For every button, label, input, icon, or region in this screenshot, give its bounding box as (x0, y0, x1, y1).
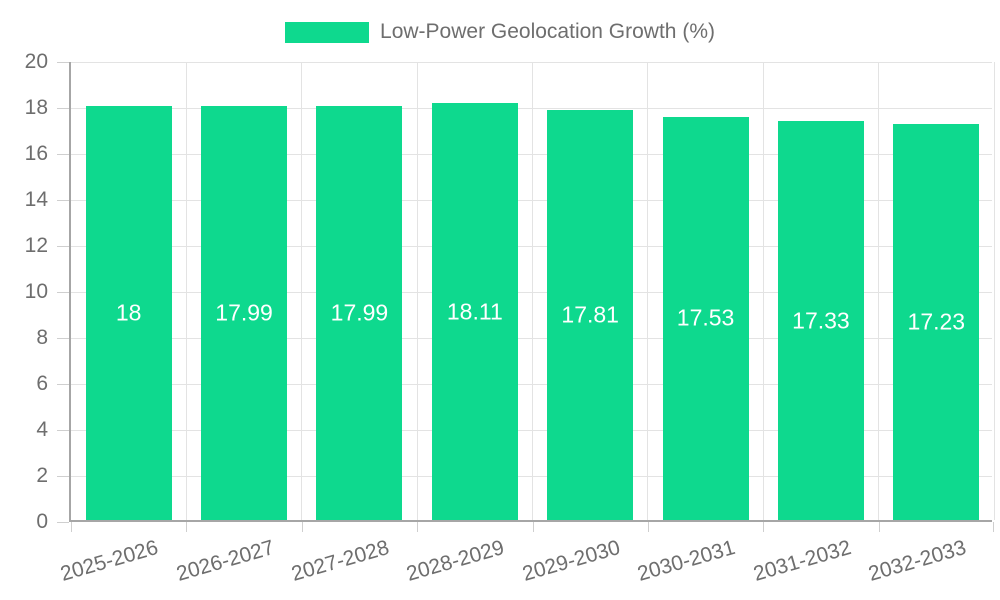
bar-value-label: 17.23 (907, 308, 966, 335)
x-tick (417, 522, 419, 532)
y-tick (57, 429, 69, 431)
bar-value-label: 17.81 (561, 301, 619, 328)
h-gridline (71, 61, 992, 63)
y-tick-label: 10 (24, 280, 48, 303)
x-tick (301, 522, 303, 532)
legend-swatch (285, 21, 370, 43)
y-tick-label: 8 (36, 326, 48, 349)
x-tick (186, 522, 188, 532)
x-tick (878, 522, 880, 532)
bar-2026-2027[interactable]: 17.99 (201, 106, 288, 520)
y-tick-label: 6 (36, 372, 48, 395)
h-gridline (71, 383, 992, 385)
y-tick-label: 20 (24, 50, 48, 73)
y-tick (57, 199, 69, 201)
bar-value-label: 17.99 (215, 299, 273, 326)
y-tick (57, 153, 69, 155)
bar-2025-2026[interactable]: 18 (85, 106, 172, 520)
legend-label: Low-Power Geolocation Growth (%) (380, 20, 715, 43)
y-axis-labels: 0 2 4 6 8 10 12 14 16 18 20 (0, 50, 48, 533)
v-gridline (416, 62, 418, 520)
y-tick (57, 337, 69, 339)
x-tick-label: 2032-2033 (865, 536, 969, 586)
v-gridline (647, 62, 649, 520)
x-tick-label: 2025-2026 (58, 536, 162, 586)
h-gridline (71, 199, 992, 201)
x-tick-label: 2030-2031 (635, 536, 738, 586)
x-tick (647, 522, 649, 532)
x-tick (993, 522, 994, 532)
h-gridline (71, 245, 992, 247)
x-tick-label: 2029-2030 (519, 536, 623, 586)
x-tick-label: 2028-2029 (404, 536, 508, 586)
x-tick (532, 522, 534, 532)
h-gridline (71, 291, 992, 293)
legend[interactable]: Low-Power Geolocation Growth (%) (0, 18, 1000, 46)
y-tick (57, 521, 69, 523)
bar-2029-2030[interactable]: 17.81 (547, 110, 634, 520)
v-gridline (185, 62, 187, 520)
y-tick-label: 14 (24, 188, 48, 211)
y-tick-label: 12 (24, 234, 48, 257)
v-gridline (878, 62, 880, 520)
x-tick (763, 522, 765, 532)
x-tick-label: 2027-2028 (288, 536, 392, 586)
bar-value-label: 17.99 (330, 299, 389, 326)
bar-2030-2031[interactable]: 17.53 (662, 116, 749, 520)
bar-value-label: 18.11 (446, 298, 503, 325)
h-gridline (71, 337, 992, 339)
y-tick-label: 2 (36, 464, 48, 487)
y-tick (57, 291, 69, 293)
y-tick-label: 18 (24, 96, 48, 119)
h-gridline (71, 429, 992, 431)
x-tick-label: 2026-2027 (173, 536, 277, 586)
bar-2032-2033[interactable]: 17.23 (893, 123, 980, 520)
y-tick (57, 107, 69, 109)
y-tick (57, 383, 69, 385)
bar-value-label: 17.33 (792, 307, 850, 334)
bar-2031-2032[interactable]: 17.33 (777, 121, 864, 520)
h-gridline (71, 475, 992, 477)
bar-value-label: 17.53 (676, 304, 735, 331)
y-tick (57, 475, 69, 477)
y-tick-label: 4 (36, 418, 48, 441)
v-gridline (301, 62, 303, 520)
v-gridline (532, 62, 533, 520)
x-axis-labels: 2025-2026 2026-2027 2027-2028 2028-2029 2029… (58, 524, 992, 594)
y-tick (57, 61, 69, 63)
y-tick-label: 16 (24, 142, 48, 165)
y-tick (57, 245, 69, 247)
plot-area: 18 17.99 17.99 18.11 17.81 17.53 17.33 17.23 (57, 61, 995, 532)
y-tick-label: 0 (36, 510, 48, 533)
v-gridline (993, 62, 995, 520)
v-gridline (762, 62, 764, 520)
x-tick-label: 2031-2032 (750, 536, 854, 586)
x-tick (71, 522, 72, 532)
h-gridline (71, 153, 992, 155)
bar-value-label: 18 (115, 299, 142, 326)
bar-2027-2028[interactable]: 17.99 (316, 106, 403, 520)
bar-2028-2029[interactable]: 18.11 (431, 103, 518, 520)
h-gridline (71, 107, 992, 109)
